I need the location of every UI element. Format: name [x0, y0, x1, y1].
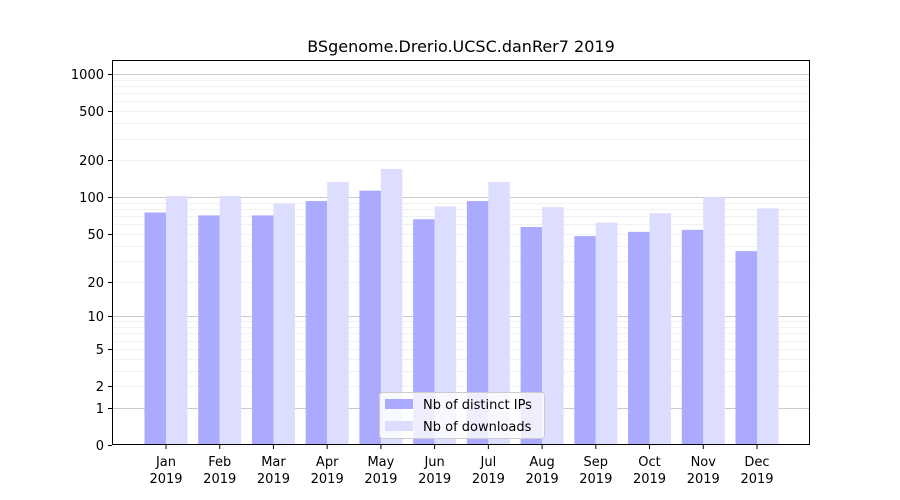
x-tick-label-month: Jul [480, 455, 497, 470]
x-tick-label-month: Dec [744, 455, 769, 470]
x-tick-label-month: Mar [261, 455, 286, 470]
bar-distinct-ips [305, 201, 328, 445]
bar-distinct-ips [628, 231, 650, 445]
x-tick-label-month: Nov [691, 455, 717, 470]
legend-label-downloads: Nb of downloads [423, 420, 532, 435]
legend: Nb of distinct IPs Nb of downloads [379, 392, 545, 439]
bar-distinct-ips [413, 219, 435, 445]
bar-distinct-ips [466, 201, 489, 445]
x-tick-label-year: 2019 [740, 472, 773, 487]
bar-distinct-ips [574, 236, 596, 445]
y-tick-label: 1000 [71, 68, 104, 83]
y-tick-label: 200 [79, 154, 104, 169]
x-tick-label-year: 2019 [257, 472, 290, 487]
y-axis: 0 1 2 5 10 20 50 100 200 500 1000 [71, 68, 112, 454]
x-tick-label-year: 2019 [687, 472, 720, 487]
plot-frame [112, 60, 810, 445]
x-tick-label-year: 2019 [149, 472, 182, 487]
x-tick-label-month: Apr [316, 455, 339, 470]
y-tick-label: 5 [96, 343, 104, 358]
y-tick-label: 10 [87, 310, 104, 325]
bar-downloads [542, 207, 564, 445]
y-tick-label: 20 [87, 276, 104, 291]
legend-box [379, 392, 545, 439]
x-axis: Jan 2019 Feb 2019 Mar 2019 Apr 2019 May 2019 Jun 20… [149, 445, 774, 487]
x-tick-label-year: 2019 [311, 472, 344, 487]
x-tick-label-month: Jun [423, 455, 444, 470]
bar-downloads [273, 203, 295, 445]
bars [144, 168, 779, 445]
bar-downloads [434, 206, 457, 445]
bar-distinct-ips [144, 212, 166, 445]
x-tick-label-year: 2019 [364, 472, 397, 487]
y-tick-label: 1 [96, 402, 104, 417]
x-tick-label-year: 2019 [633, 472, 666, 487]
bar-downloads [649, 213, 672, 445]
bar-distinct-ips [520, 226, 543, 445]
x-tick-label-month: Feb [208, 455, 231, 470]
legend-label-distinct-ips: Nb of distinct IPs [423, 398, 532, 413]
x-tick-label-year: 2019 [526, 472, 559, 487]
bar-downloads [488, 182, 510, 445]
bar-downloads [595, 222, 618, 445]
bar-distinct-ips [735, 251, 757, 445]
bar-downloads [166, 196, 188, 445]
x-tick-label-year: 2019 [579, 472, 612, 487]
y-tick-label: 2 [96, 380, 104, 395]
bar-distinct-ips [359, 190, 381, 445]
y-tick-label: 50 [87, 228, 104, 243]
bar-downloads [757, 208, 779, 445]
x-tick-label-year: 2019 [203, 472, 236, 487]
bar-downloads [703, 197, 725, 445]
y-tick-label: 0 [96, 439, 104, 454]
x-tick-label-year: 2019 [418, 472, 451, 487]
bar-distinct-ips [251, 215, 274, 445]
x-tick-label-month: Jan [155, 455, 176, 470]
legend-swatch-distinct-ips [385, 399, 413, 409]
bar-distinct-ips [681, 229, 704, 445]
bar-downloads [327, 182, 349, 445]
x-tick-label-month: Aug [529, 455, 554, 470]
x-tick-label-month: May [367, 455, 394, 470]
x-tick-label-month: Oct [638, 455, 660, 470]
chart-title: BSgenome.Drerio.UCSC.danRer7 2019 [307, 37, 615, 56]
y-tick-label: 100 [79, 191, 104, 206]
y-tick-label: 500 [79, 105, 104, 120]
bar-distinct-ips [198, 215, 220, 445]
x-tick-label-year: 2019 [472, 472, 505, 487]
bar-downloads [219, 196, 242, 445]
legend-swatch-downloads [385, 421, 413, 431]
bar-downloads [380, 168, 403, 445]
x-tick-label-month: Sep [584, 455, 609, 470]
